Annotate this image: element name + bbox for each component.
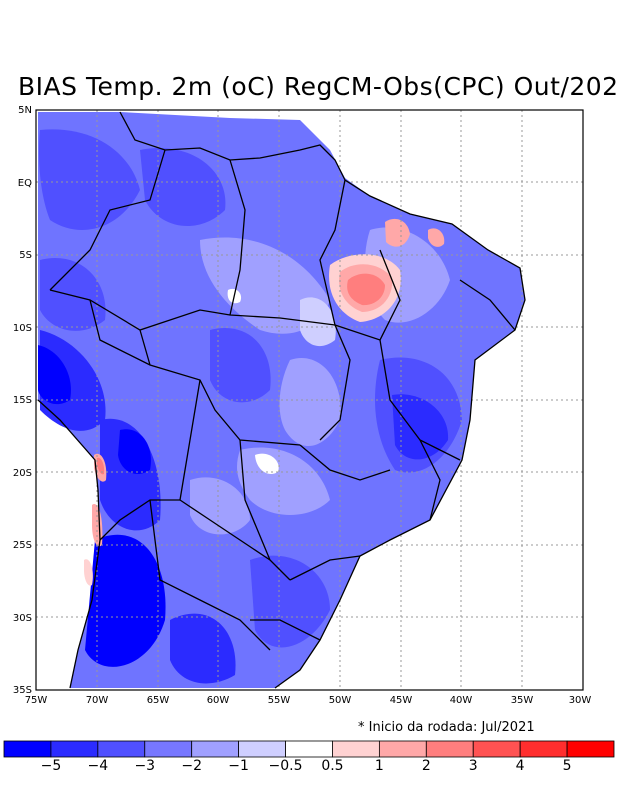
lat-label: 35S [13, 685, 32, 696]
colorbar-swatch [50, 740, 99, 758]
colorbar [3, 740, 615, 758]
colorbar-label: −2 [181, 758, 203, 774]
lat-label: 25S [13, 540, 32, 551]
colorbar-swatch [285, 740, 333, 758]
lon-label: 35W [511, 695, 534, 706]
lat-label: 5S [19, 250, 32, 261]
borders [37, 111, 526, 689]
colorbar-swatch [519, 740, 568, 758]
colorbar-swatch [378, 740, 427, 758]
colorbar-label: −3 [134, 758, 156, 774]
lon-label: 45W [390, 695, 413, 706]
longitude-labels: 75W 70W 65W 60W 55W 50W 45W 40W 35W 30W [25, 695, 592, 706]
lon-label: 65W [147, 695, 170, 706]
colorbar-label: −1 [228, 758, 249, 774]
map-frame [35, 109, 584, 691]
colorbar-swatch [3, 740, 52, 758]
colorbar-label: 5 [562, 758, 572, 774]
colorbar-label: −0.5 [268, 758, 303, 774]
colorbar-label: 2 [421, 758, 431, 774]
colorbar-swatch [472, 740, 521, 758]
colorbar-label: −5 [40, 758, 62, 774]
colorbar-swatch [238, 740, 286, 758]
colorbar-swatch [566, 740, 615, 758]
colorbar-swatch [97, 740, 146, 758]
lat-label: 20S [13, 468, 32, 479]
lon-label: 40W [450, 695, 473, 706]
lon-label: 60W [207, 695, 230, 706]
colorbar-label: 1 [374, 758, 384, 774]
lon-label: 50W [329, 695, 352, 706]
colorbar-label: 4 [515, 758, 525, 774]
lat-label: 5N [18, 105, 32, 116]
lon-label: 75W [25, 695, 48, 706]
lat-label: 15S [13, 395, 32, 406]
lon-label: 30W [569, 695, 592, 706]
colorbar-label: 3 [468, 758, 478, 774]
colorbar-swatch [332, 740, 380, 758]
colorbar-label: 0.5 [321, 758, 344, 774]
map-title: BIAS Temp. 2m (oC) RegCM-Obs(CPC) Out/20… [18, 72, 618, 101]
lat-label: EQ [18, 178, 32, 189]
lat-label: 30S [13, 613, 32, 624]
colorbar-swatch [144, 740, 193, 758]
colorbar-swatch [191, 740, 240, 758]
lon-label: 70W [86, 695, 109, 706]
latitude-labels: 5N EQ 5S 10S 15S 20S 25S 30S 35S [13, 105, 32, 696]
run-start-note: * Inicio da rodada: Jul/2021 [358, 720, 535, 735]
lon-label: 55W [268, 695, 291, 706]
lat-label: 10S [13, 323, 32, 334]
colorbar-label: −4 [87, 758, 109, 774]
colorbar-swatch [425, 740, 474, 758]
